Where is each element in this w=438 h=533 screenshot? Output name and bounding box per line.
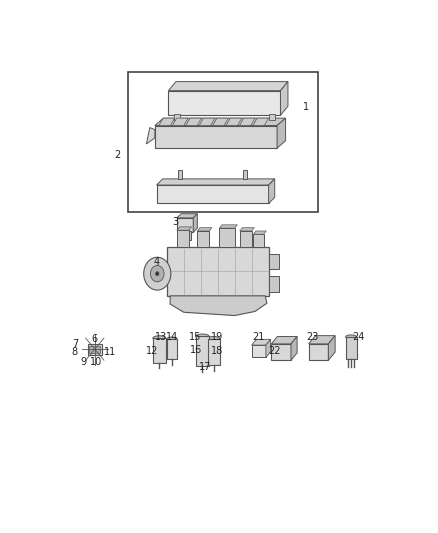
Bar bbox=[268, 254, 279, 269]
Text: 1: 1 bbox=[303, 102, 309, 112]
Bar bbox=[167, 247, 268, 296]
Ellipse shape bbox=[196, 334, 209, 339]
Polygon shape bbox=[240, 118, 255, 125]
Text: 16: 16 bbox=[190, 345, 202, 354]
Text: 2: 2 bbox=[114, 150, 121, 160]
Polygon shape bbox=[309, 336, 335, 344]
Text: 6: 6 bbox=[91, 334, 97, 344]
Bar bbox=[169, 91, 280, 115]
Polygon shape bbox=[291, 336, 297, 360]
Text: 12: 12 bbox=[146, 346, 158, 356]
Bar bbox=[174, 115, 180, 120]
Polygon shape bbox=[159, 118, 175, 125]
Bar bbox=[178, 170, 182, 179]
Polygon shape bbox=[277, 118, 286, 148]
Bar bbox=[243, 170, 247, 179]
Bar bbox=[269, 115, 275, 120]
Polygon shape bbox=[155, 118, 286, 125]
Text: 23: 23 bbox=[307, 332, 319, 342]
Bar bbox=[309, 344, 328, 360]
Polygon shape bbox=[186, 118, 201, 125]
Text: 4: 4 bbox=[154, 257, 159, 267]
Polygon shape bbox=[328, 336, 335, 360]
Bar bbox=[177, 230, 189, 247]
Circle shape bbox=[144, 257, 171, 290]
Polygon shape bbox=[271, 336, 297, 344]
Text: 14: 14 bbox=[166, 332, 178, 342]
Polygon shape bbox=[193, 214, 197, 232]
Text: 11: 11 bbox=[104, 347, 116, 357]
Text: 7: 7 bbox=[73, 340, 79, 349]
Bar bbox=[156, 185, 268, 204]
Text: 3: 3 bbox=[172, 217, 178, 228]
Polygon shape bbox=[253, 118, 268, 125]
Bar bbox=[167, 339, 177, 359]
Bar bbox=[88, 344, 102, 354]
Text: 9: 9 bbox=[81, 357, 87, 367]
Bar bbox=[346, 337, 357, 359]
Bar bbox=[271, 344, 291, 360]
Bar bbox=[219, 228, 235, 247]
Polygon shape bbox=[253, 231, 266, 235]
Text: 8: 8 bbox=[71, 347, 78, 357]
Polygon shape bbox=[156, 179, 275, 185]
Ellipse shape bbox=[167, 337, 177, 341]
Bar bbox=[196, 336, 209, 366]
Bar bbox=[180, 231, 184, 240]
Bar bbox=[240, 231, 251, 247]
Text: 21: 21 bbox=[252, 332, 265, 342]
Polygon shape bbox=[173, 118, 188, 125]
Bar bbox=[155, 125, 277, 148]
Bar bbox=[177, 218, 193, 232]
Bar bbox=[253, 235, 264, 247]
Text: 19: 19 bbox=[211, 332, 223, 342]
Circle shape bbox=[155, 272, 159, 276]
Bar bbox=[153, 338, 166, 363]
Ellipse shape bbox=[153, 336, 166, 341]
Polygon shape bbox=[169, 82, 288, 91]
Polygon shape bbox=[212, 118, 228, 125]
Polygon shape bbox=[170, 296, 267, 316]
Text: 22: 22 bbox=[268, 346, 281, 356]
Polygon shape bbox=[226, 118, 242, 125]
Polygon shape bbox=[177, 227, 191, 230]
Text: 24: 24 bbox=[352, 332, 365, 342]
Bar bbox=[197, 231, 209, 247]
Polygon shape bbox=[219, 225, 237, 228]
Polygon shape bbox=[177, 214, 197, 218]
Polygon shape bbox=[268, 179, 275, 204]
Ellipse shape bbox=[208, 336, 220, 341]
Text: 15: 15 bbox=[189, 332, 202, 342]
Ellipse shape bbox=[346, 335, 357, 339]
Polygon shape bbox=[197, 228, 212, 231]
Circle shape bbox=[151, 265, 164, 282]
Text: 17: 17 bbox=[199, 362, 211, 372]
Bar bbox=[89, 345, 100, 353]
Text: 10: 10 bbox=[90, 357, 102, 367]
Text: 5: 5 bbox=[153, 268, 160, 278]
Bar bbox=[208, 339, 220, 366]
Bar bbox=[268, 276, 279, 292]
Bar bbox=[186, 231, 191, 240]
Polygon shape bbox=[251, 340, 271, 345]
Polygon shape bbox=[266, 340, 271, 358]
Polygon shape bbox=[280, 82, 288, 115]
Polygon shape bbox=[199, 118, 215, 125]
Bar bbox=[251, 345, 266, 358]
Bar bbox=[128, 72, 318, 212]
Text: 18: 18 bbox=[211, 346, 223, 356]
Polygon shape bbox=[240, 228, 254, 231]
Polygon shape bbox=[146, 127, 155, 144]
Text: 13: 13 bbox=[155, 332, 167, 342]
